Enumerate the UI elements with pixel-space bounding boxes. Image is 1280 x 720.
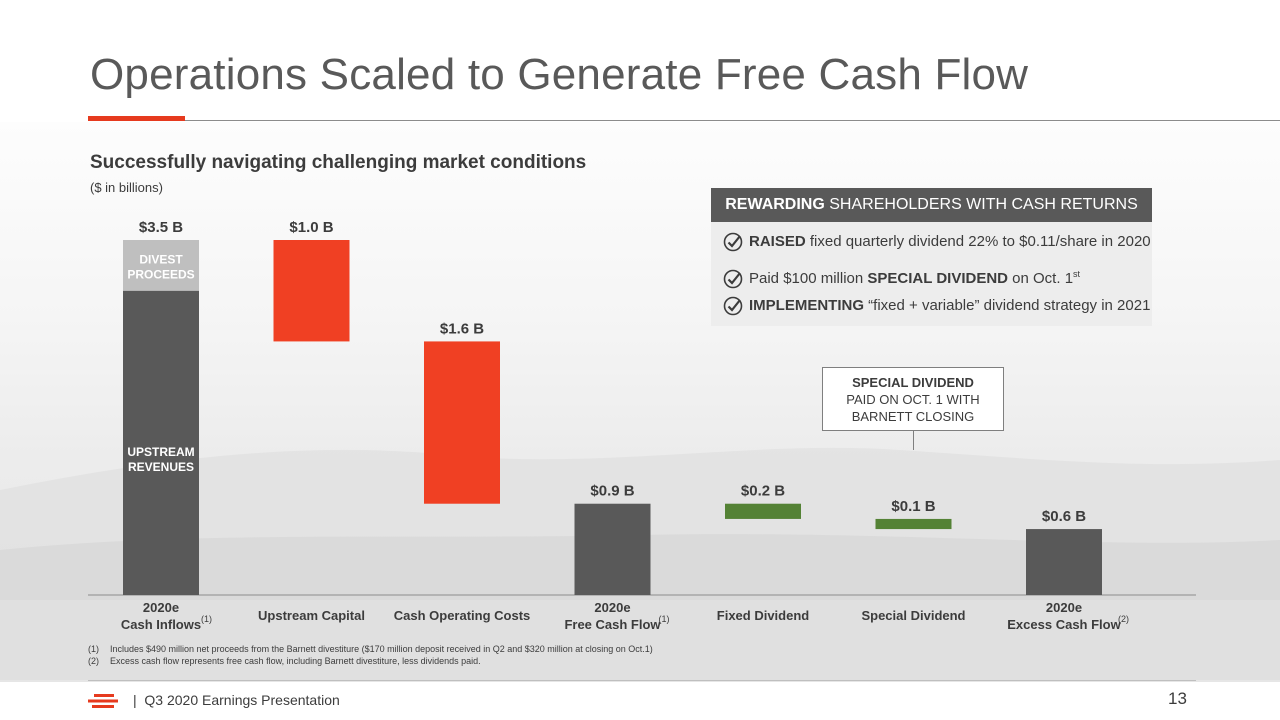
title-divider xyxy=(88,120,1280,121)
bar-value-label: $1.0 B xyxy=(289,219,333,236)
category-footnote-marker: (1) xyxy=(201,614,212,624)
footnote: (1) Includes $490 million net proceeds fr… xyxy=(88,644,653,654)
category-footnote-marker: (1) xyxy=(659,614,670,624)
bar-segment-divest-proceeds xyxy=(123,240,199,291)
page-number: 13 xyxy=(1168,689,1187,708)
callout-item: IMPLEMENTING “fixed + variable” dividend… xyxy=(723,292,1150,320)
callout-item: RAISED fixed quarterly dividend 22% to $… xyxy=(723,228,1151,256)
category-label: Upstream Capital xyxy=(258,608,365,623)
bar-segment-label: REVENUES xyxy=(128,460,194,474)
company-logo-icon xyxy=(88,694,118,708)
waterfall-bar xyxy=(273,240,350,342)
callout-item: Paid $100 million SPECIAL DIVIDEND on Oc… xyxy=(723,260,1080,289)
bar-segment-label: DIVEST xyxy=(139,252,183,266)
page-title: Operations Scaled to Generate Free Cash … xyxy=(90,50,1029,99)
check-circle-icon xyxy=(723,296,743,316)
waterfall-bar xyxy=(574,503,651,595)
bar-value-label: $0.6 B xyxy=(1042,508,1086,525)
category-label: 2020e xyxy=(143,600,179,615)
category-label: 2020e xyxy=(594,600,630,615)
waterfall-bar xyxy=(875,518,952,530)
category-label: Fixed Dividend xyxy=(717,608,810,623)
callout-header: REWARDING SHAREHOLDERS WITH CASH RETURNS xyxy=(711,188,1152,222)
bar-segment-label: UPSTREAM xyxy=(127,445,194,459)
waterfall-bar xyxy=(1026,529,1102,595)
footer-divider xyxy=(88,680,1196,681)
waterfall-bar xyxy=(424,341,500,504)
shareholder-returns-callout: REWARDING SHAREHOLDERS WITH CASH RETURNS… xyxy=(711,188,1152,326)
footnote: (2) Excess cash flow represents free cash… xyxy=(88,656,481,666)
footer-title: | Q3 2020 Earnings Presentation xyxy=(133,692,340,708)
check-circle-icon xyxy=(723,269,743,289)
section-subtitle: Successfully navigating challenging mark… xyxy=(90,152,587,173)
bar-value-label: $0.9 B xyxy=(590,483,634,500)
category-label: Cash Inflows xyxy=(121,617,201,632)
bar-value-label: $0.2 B xyxy=(741,483,785,500)
special-dividend-connector xyxy=(913,430,914,450)
bar-segment-upstream-revenues xyxy=(123,290,199,595)
units-note: ($ in billions) xyxy=(90,180,163,195)
bar-value-label: $1.6 B xyxy=(440,320,484,337)
check-circle-icon xyxy=(723,232,743,252)
title-accent-bar xyxy=(88,116,185,121)
category-label: Cash Operating Costs xyxy=(394,608,531,623)
category-label: Free Cash Flow xyxy=(564,617,661,632)
category-label: Excess Cash Flow xyxy=(1007,617,1121,632)
category-label: 2020e xyxy=(1046,600,1082,615)
category-footnote-marker: (2) xyxy=(1118,614,1129,624)
category-label: Special Dividend xyxy=(861,608,965,623)
special-dividend-note: SPECIAL DIVIDEND PAID ON OCT. 1 WITH BAR… xyxy=(822,367,1004,431)
bar-value-label: $0.1 B xyxy=(891,498,935,515)
footnotes: (1) Includes $490 million net proceeds fr… xyxy=(88,643,653,667)
bar-segment-label: PROCEEDS xyxy=(127,267,194,281)
waterfall-bar xyxy=(725,503,801,519)
bar-value-label: $3.5 B xyxy=(139,219,183,236)
